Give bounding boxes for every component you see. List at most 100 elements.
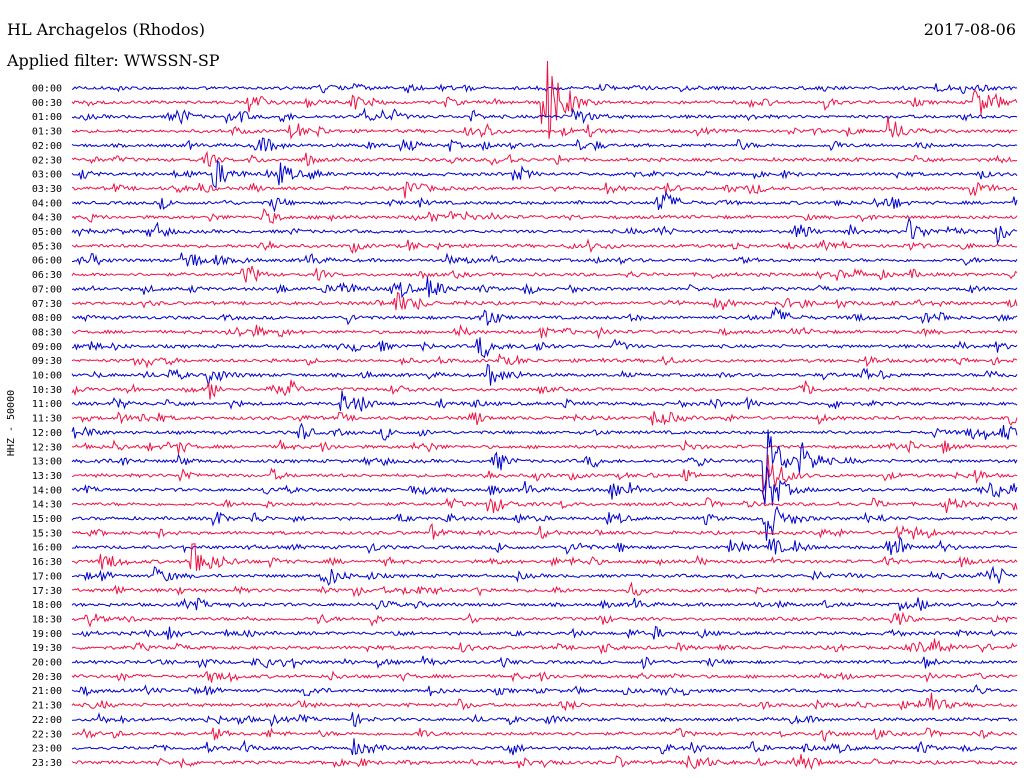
time-label: 19:30 <box>32 643 62 654</box>
time-label: 18:30 <box>32 614 62 625</box>
station-title: HL Archagelos (Rhodos) <box>7 20 205 39</box>
time-label: 14:00 <box>32 485 62 496</box>
time-label: 18:00 <box>32 600 62 611</box>
time-label-group: 00:00 00:30 01:00 01:30 02:00 02:30 03:00 03:30… <box>32 84 62 769</box>
trace-line <box>71 323 1018 340</box>
trace-line <box>71 422 1018 441</box>
trace-line <box>71 655 1018 670</box>
trace-line <box>71 611 1017 628</box>
time-label: 12:30 <box>32 442 62 453</box>
trace-line <box>71 439 1018 455</box>
filter-subtitle: Applied filter: WWSSN-SP <box>7 51 220 70</box>
trace-line <box>71 159 1018 189</box>
time-label: 02:00 <box>32 141 62 152</box>
time-label: 01:00 <box>32 112 62 123</box>
time-label: 09:00 <box>32 342 62 353</box>
trace-line <box>71 379 1018 400</box>
trace-line <box>71 625 1018 640</box>
trace-group <box>71 60 1018 770</box>
trace-line <box>71 60 1018 139</box>
time-label: 01:30 <box>32 127 62 138</box>
time-label: 04:30 <box>32 213 62 224</box>
time-label: 10:30 <box>32 385 62 396</box>
trace-line <box>71 738 1018 756</box>
trace-line <box>71 208 1018 225</box>
date-label: 2017-08-06 <box>923 20 1016 39</box>
y-axis-label: HHZ - 50000 <box>6 390 17 456</box>
trace-line <box>72 252 1018 267</box>
trace-line <box>71 391 1018 412</box>
trace-line <box>71 115 1018 140</box>
trace-line <box>71 754 1018 770</box>
trace-line <box>71 363 1018 387</box>
time-label: 13:30 <box>32 471 62 482</box>
time-label: 02:30 <box>32 155 62 166</box>
time-label: 21:30 <box>32 701 62 712</box>
time-label: 17:30 <box>32 586 62 597</box>
time-label: 12:00 <box>32 428 62 439</box>
time-label: 08:30 <box>32 327 62 338</box>
trace-line <box>71 684 1018 697</box>
time-label: 07:00 <box>32 284 62 295</box>
trace-line <box>71 265 1018 283</box>
trace-line <box>71 581 1018 598</box>
time-label: 22:30 <box>32 729 62 740</box>
time-label: 06:00 <box>32 256 62 267</box>
time-label: 23:00 <box>32 744 62 755</box>
trace-line <box>71 291 1018 311</box>
time-label: 00:00 <box>32 84 62 95</box>
time-label: 16:00 <box>32 543 62 554</box>
time-label: 23:30 <box>32 758 62 769</box>
time-label: 03:00 <box>32 170 62 181</box>
trace-line <box>71 454 1018 502</box>
trace-line <box>71 238 1018 254</box>
trace-line <box>71 411 1018 426</box>
trace-line <box>71 107 1018 125</box>
time-label: 17:00 <box>32 571 62 582</box>
time-label: 08:00 <box>32 313 62 324</box>
time-label: 04:00 <box>32 198 62 209</box>
trace-line <box>71 217 1018 246</box>
time-label: 14:30 <box>32 500 62 511</box>
time-label: 03:30 <box>32 184 62 195</box>
trace-line <box>71 497 1018 514</box>
time-label: 06:30 <box>32 270 62 281</box>
time-label: 15:30 <box>32 528 62 539</box>
trace-line <box>71 429 1018 492</box>
time-label: 11:30 <box>32 414 62 425</box>
time-label: 05:30 <box>32 241 62 252</box>
time-label: 10:00 <box>32 371 62 382</box>
trace-line <box>71 543 1018 571</box>
time-label: 16:30 <box>32 557 62 568</box>
time-label: 11:00 <box>32 399 62 410</box>
trace-line <box>71 536 1018 556</box>
trace-line <box>71 505 1018 541</box>
time-label: 09:30 <box>32 356 62 367</box>
time-label: 07:30 <box>32 299 62 310</box>
trace-line <box>71 150 1018 168</box>
time-label: 13:00 <box>32 457 62 468</box>
time-label: 19:00 <box>32 629 62 640</box>
trace-line <box>71 466 1018 506</box>
time-label: 05:00 <box>32 227 62 238</box>
time-label: 22:00 <box>32 715 62 726</box>
trace-line <box>71 638 1018 655</box>
time-label: 20:00 <box>32 658 62 669</box>
trace-line <box>71 565 1018 586</box>
trace-line <box>71 692 1018 712</box>
time-label: 00:30 <box>32 98 62 109</box>
trace-line <box>71 352 1018 369</box>
trace-line <box>71 597 1018 611</box>
time-label: 20:30 <box>32 672 62 683</box>
trace-line <box>71 670 1018 684</box>
time-label: 21:00 <box>32 686 62 697</box>
trace-line <box>71 82 1018 95</box>
time-label: 15:00 <box>32 514 62 525</box>
trace-line <box>71 522 1018 540</box>
trace-line <box>72 712 1018 728</box>
trace-line <box>71 277 1018 299</box>
trace-line <box>71 137 1018 152</box>
trace-line <box>71 306 1018 326</box>
trace-line <box>71 337 1018 359</box>
